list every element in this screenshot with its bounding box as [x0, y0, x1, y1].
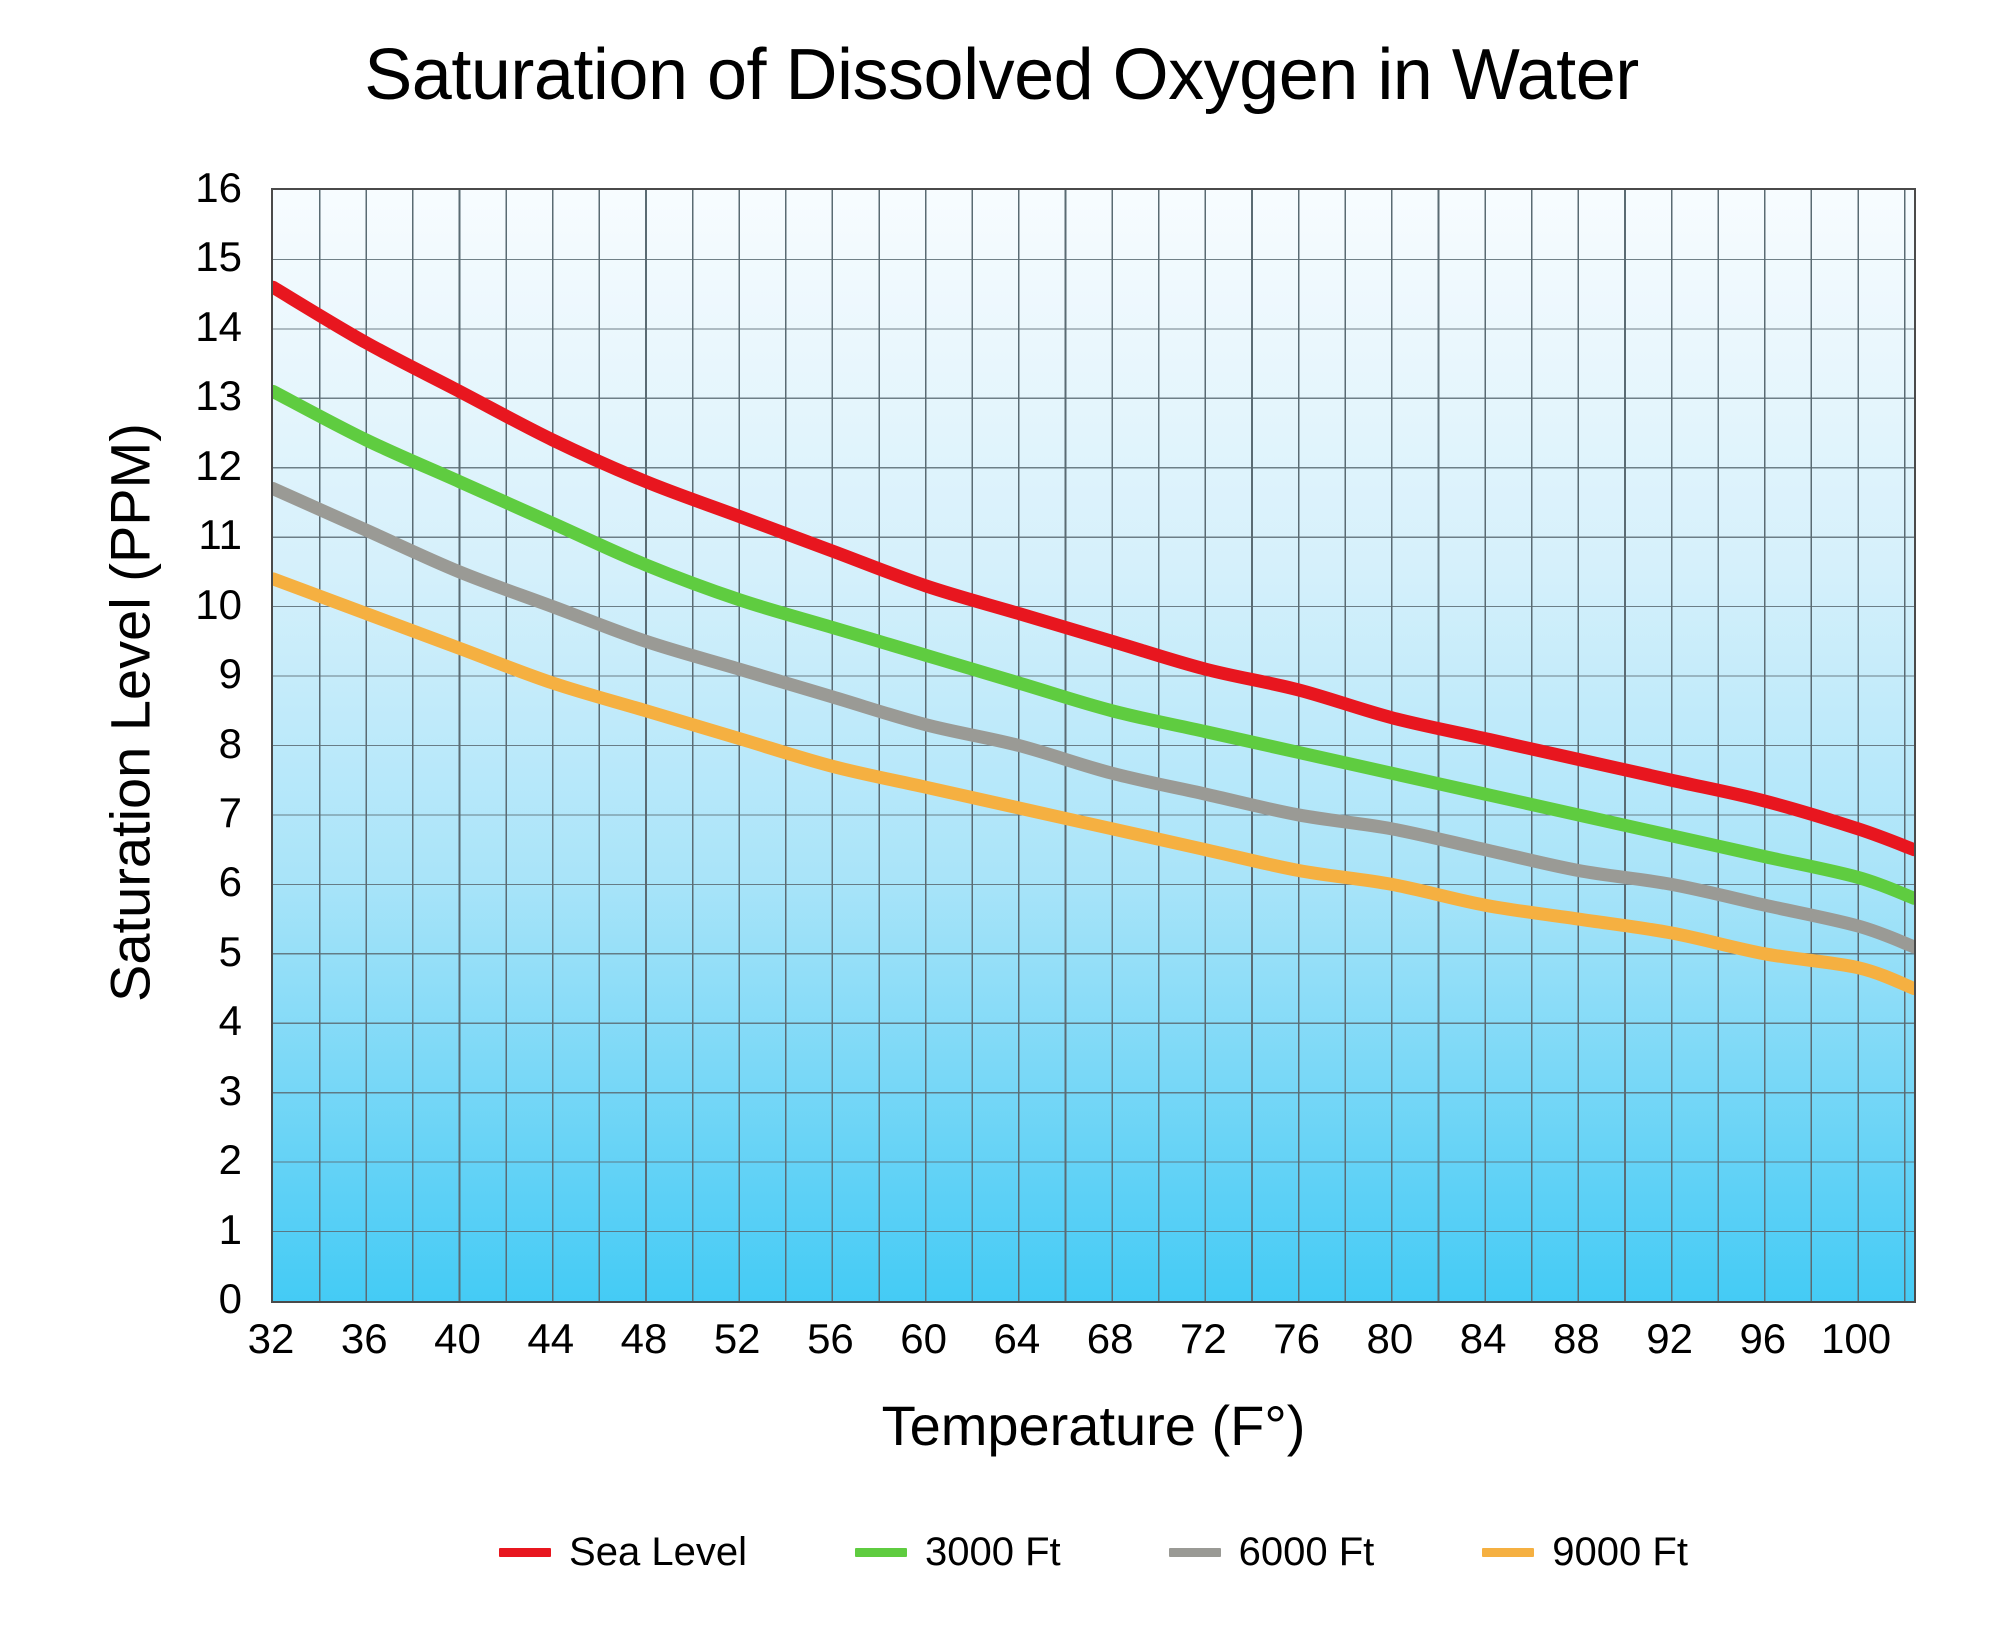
- legend-swatch-icon: [854, 1548, 907, 1557]
- y-tick-label: 8: [218, 719, 242, 767]
- legend-item[interactable]: 6000 Ft: [1168, 1530, 1375, 1575]
- y-tick-label: 15: [195, 233, 242, 281]
- legend-swatch-icon: [499, 1548, 552, 1557]
- x-tick-label: 44: [527, 1315, 575, 1362]
- chart-legend: Sea Level 3000 Ft 6000 Ft 9000 Ft: [271, 1530, 1916, 1575]
- y-tick-label: 10: [195, 580, 242, 628]
- y-tick-label: 2: [218, 1136, 242, 1184]
- x-tick-label: 100: [1821, 1315, 1892, 1362]
- x-tick-label: 40: [434, 1315, 481, 1362]
- y-tick-label: 12: [195, 441, 242, 489]
- legend-label: 3000 Ft: [924, 1530, 1061, 1574]
- x-tick-label: 48: [620, 1315, 668, 1362]
- y-axis-title: Saturation Level (PPM): [98, 423, 162, 1002]
- x-tick-label: 56: [807, 1315, 854, 1362]
- x-tick-label: 80: [1366, 1315, 1414, 1362]
- legend-label: 6000 Ft: [1238, 1530, 1375, 1574]
- x-tick-label: 92: [1646, 1315, 1693, 1362]
- y-tick-label: 14: [195, 302, 242, 350]
- x-tick-label: 52: [713, 1315, 761, 1362]
- y-tick-label: 7: [218, 788, 242, 836]
- y-tick-label: 16: [195, 164, 242, 211]
- plot-svg: [273, 190, 1914, 1301]
- plot-area: [271, 188, 1916, 1303]
- x-tick-label: 64: [993, 1315, 1041, 1362]
- y-tick-label: 3: [218, 1066, 242, 1114]
- y-tick-label: 13: [195, 372, 242, 420]
- x-tick-label: 32: [247, 1315, 295, 1362]
- y-tick-label: 1: [218, 1205, 242, 1253]
- x-tick-label: 84: [1459, 1315, 1507, 1362]
- x-axis-title: Temperature (F°): [881, 1394, 1306, 1457]
- series-line-9000-ft: [273, 572, 1914, 996]
- series-line-6000-ft: [273, 482, 1914, 954]
- series-line-sea-level: [273, 280, 1914, 857]
- x-tick-label: 72: [1180, 1315, 1227, 1362]
- grid-horizontal: [273, 258, 1914, 1233]
- y-tick-label: 0: [218, 1275, 242, 1322]
- legend-item[interactable]: 9000 Ft: [1482, 1530, 1688, 1575]
- x-tick-label: 68: [1086, 1315, 1134, 1362]
- legend-swatch-icon: [1168, 1548, 1221, 1557]
- x-tick-label: 96: [1739, 1315, 1787, 1362]
- x-tick-label: 36: [340, 1315, 388, 1362]
- y-tick-label: 9: [218, 650, 242, 698]
- y-tick-label: 5: [218, 927, 242, 975]
- series-line-3000-ft: [273, 384, 1914, 905]
- y-tick-label: 11: [198, 511, 242, 559]
- legend-swatch-icon: [1482, 1548, 1535, 1557]
- y-tick-label: 6: [218, 858, 242, 906]
- x-tick-label: 76: [1273, 1315, 1320, 1362]
- y-tick-label: 4: [218, 997, 242, 1045]
- legend-label: 9000 Ft: [1552, 1530, 1688, 1574]
- legend-item[interactable]: 3000 Ft: [854, 1530, 1061, 1575]
- page-title: Saturation of Dissolved Oxygen in Water: [364, 35, 1639, 115]
- data-series-group: [273, 280, 1914, 996]
- x-tick-label: 60: [900, 1315, 948, 1362]
- x-tick-label: 88: [1552, 1315, 1600, 1362]
- legend-item[interactable]: Sea Level: [499, 1530, 747, 1575]
- legend-label: Sea Level: [569, 1530, 747, 1574]
